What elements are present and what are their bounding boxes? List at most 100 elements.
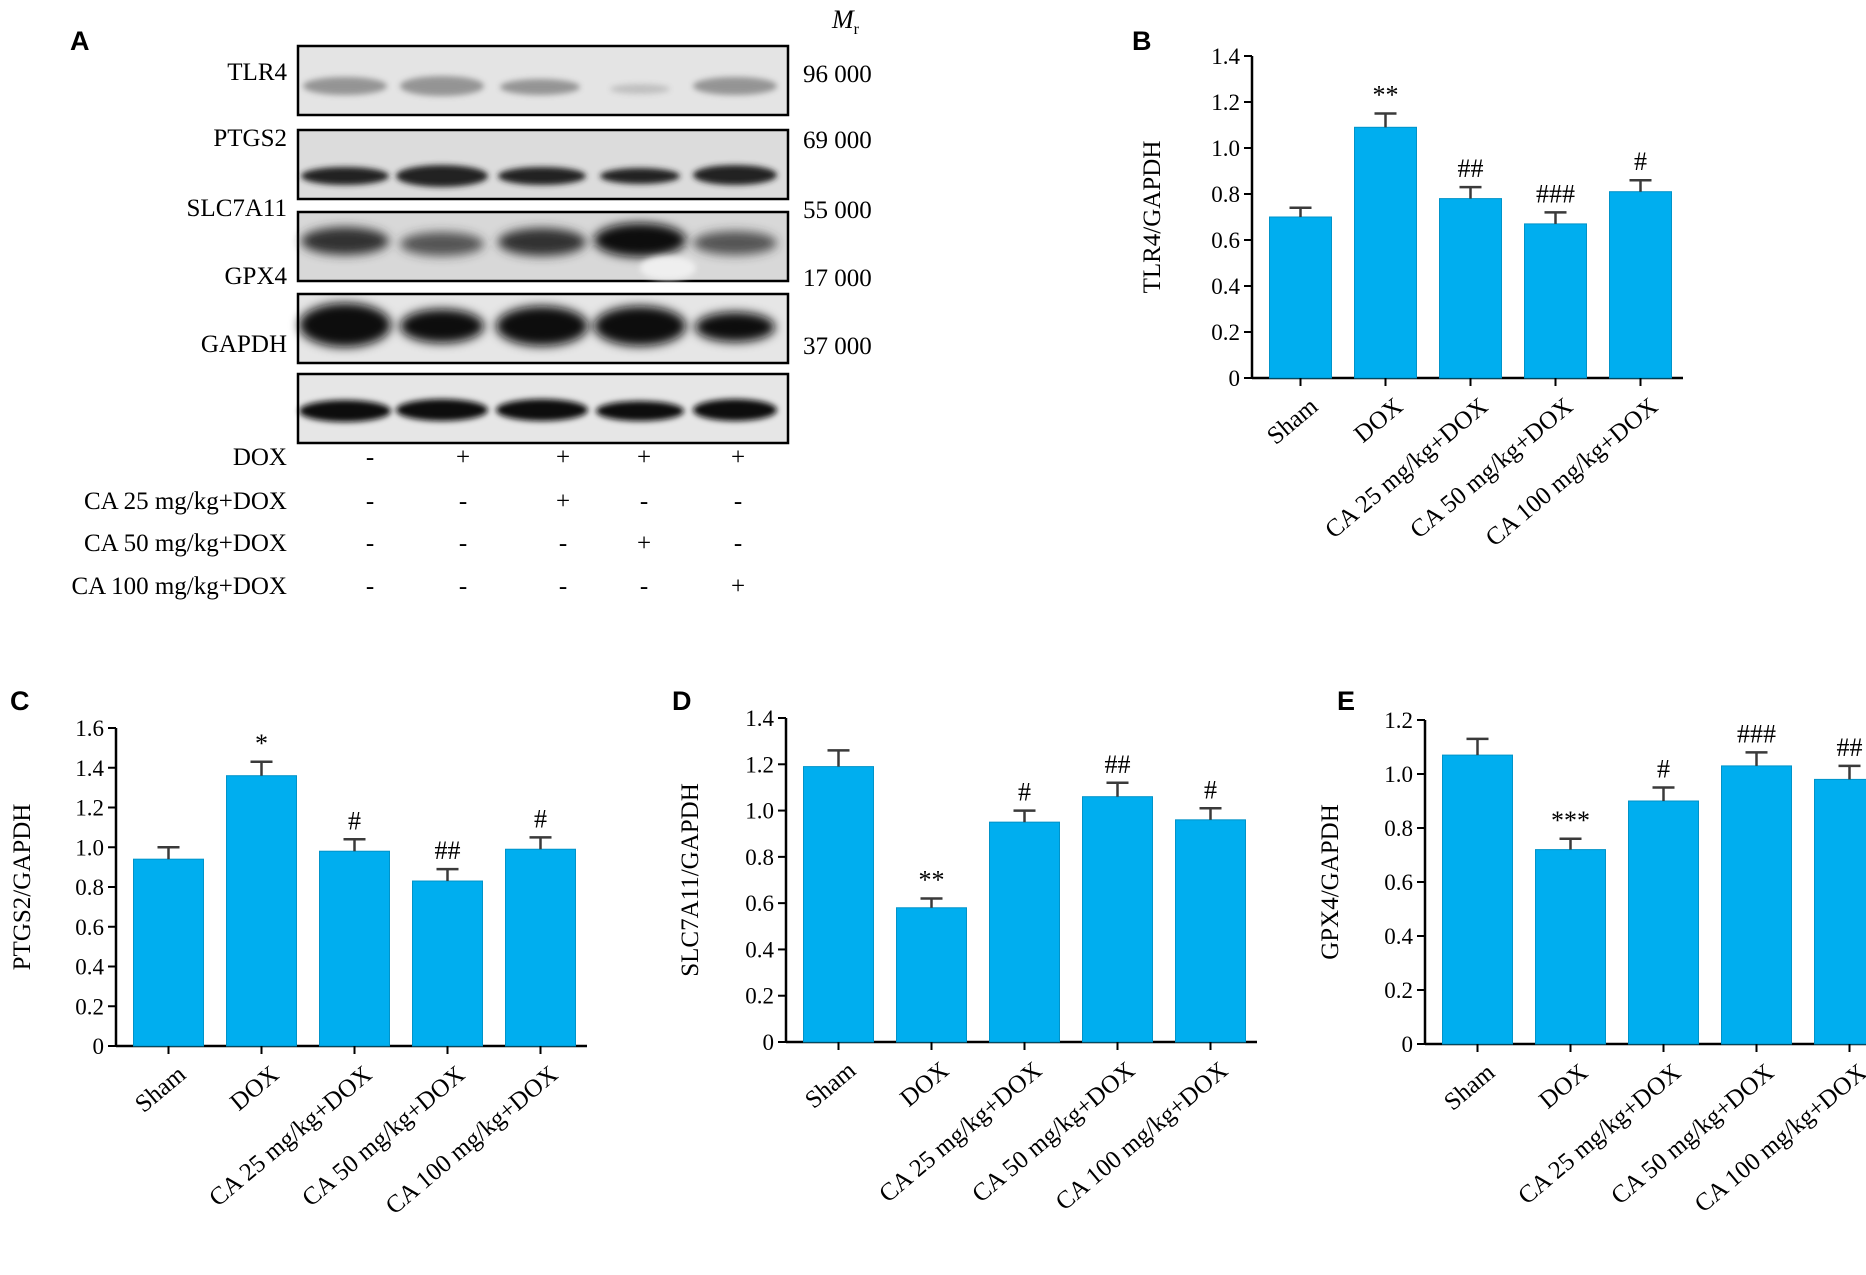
blot-strip-gpx4 [296,292,790,365]
y-tick-label: 0 [93,1034,105,1059]
category-label-sham: Sham [800,1056,861,1114]
significance-mark-ca-25-mg-kg-dox: # [348,806,361,835]
y-tick-label: 0.8 [1384,816,1413,841]
treatment-mark: - [734,488,742,515]
category-label-sham: Sham [1439,1058,1500,1116]
significance-mark-dox: ** [1373,81,1399,110]
y-tick-label: 0.2 [1211,320,1240,345]
panel-letter-c: C [10,686,30,716]
mr-value-gpx4: 17 000 [803,265,872,292]
category-label-ca-25-mg-kg-dox: CA 25 mg/kg+DOX [874,1057,1047,1208]
significance-mark-dox: ** [919,866,945,895]
y-tick-label: 0.4 [75,955,104,980]
treatment-label-ca-100-mg-kg-dox: CA 100 mg/kg+DOX [71,573,287,600]
treatment-mark: + [637,444,651,471]
panel-a-letter: A [70,26,90,56]
blot-label-gapdh: GAPDH [201,331,287,358]
significance-mark-ca-50-mg-kg-dox: ### [1536,179,1575,208]
treatment-mark: + [637,530,651,557]
treatment-mark: + [556,444,570,471]
y-tick-label: 1.4 [75,756,104,781]
bar-ca-25-mg-kg-dox [989,821,1060,1043]
y-tick-label: 1.0 [1384,762,1413,787]
mr-value-slc7a11: 55 000 [803,197,872,224]
mr-value-gapdh: 37 000 [803,333,872,360]
significance-mark-ca-100-mg-kg-dox: ## [1837,733,1863,762]
treatment-mark: + [731,573,745,600]
category-label-ca-25-mg-kg-dox: CA 25 mg/kg+DOX [204,1061,377,1212]
treatment-label-dox: DOX [233,444,287,471]
treatment-mark: - [459,573,467,600]
significance-mark-ca-100-mg-kg-dox: # [534,804,547,833]
panel-a-western-blot: A Mr [70,5,872,600]
treatment-label-ca-25-mg-kg-dox: CA 25 mg/kg+DOX [84,488,287,515]
panel-letter-e: E [1337,686,1355,716]
bar-ca-100-mg-kg-dox [1175,819,1246,1043]
bar-sham [803,766,874,1043]
treatment-mark: - [366,530,374,557]
treatment-mark: - [366,444,374,471]
blot-label-gpx4: GPX4 [224,263,287,290]
significance-mark-dox: * [255,729,268,758]
y-tick-label: 0.2 [75,994,104,1019]
y-tick-label: 1.2 [1384,708,1413,733]
category-label-dox: DOX [1534,1059,1593,1115]
treatment-label-ca-50-mg-kg-dox: CA 50 mg/kg+DOX [84,530,287,557]
y-tick-label: 0.2 [745,984,774,1009]
significance-mark-ca-50-mg-kg-dox: ### [1737,719,1776,748]
bar-dox [226,775,297,1047]
y-tick-label: 0.6 [1384,870,1413,895]
category-label-sham: Sham [130,1060,191,1118]
y-tick-label: 1.2 [1211,90,1240,115]
category-label-ca-50-mg-kg-dox: CA 50 mg/kg+DOX [967,1057,1140,1208]
blot-strip-slc7a11 [296,210,790,283]
significance-mark-ca-25-mg-kg-dox: ## [1458,154,1484,183]
significance-mark-ca-100-mg-kg-dox: # [1634,147,1647,176]
y-tick-label: 0.8 [1211,182,1240,207]
treatment-table: DOX - + + + + CA 25 mg/kg+DOX - - + - - CA 50 mg/kg+… [71,444,745,600]
treatment-mark: - [640,488,648,515]
treatment-mark: + [731,444,745,471]
y-tick-label: 0.8 [75,875,104,900]
y-tick-label: 0 [1229,366,1241,391]
panel-c-ptgs2-chart: C 0 0.2 0.4 0.6 0.8 1.0 1.2 1.4 1.6 PTGS2/GAPDH Sha… [9,686,587,1220]
y-tick-label: 0.6 [75,915,104,940]
y-tick-label: 1.4 [745,706,774,731]
y-tick-label: 0.4 [1211,274,1240,299]
blot-strip-ptgs2 [296,128,790,201]
bar-sham [1442,754,1513,1045]
bar-ca-50-mg-kg-dox [1524,223,1587,379]
category-label-ca-100-mg-kg-dox: CA 100 mg/kg+DOX [1690,1059,1866,1218]
category-label-ca-25-mg-kg-dox: CA 25 mg/kg+DOX [1513,1059,1686,1210]
bar-dox [896,907,967,1043]
bar-ca-25-mg-kg-dox [1628,800,1699,1045]
treatment-mark: - [559,530,567,557]
mr-value-tlr4: 96 000 [803,61,872,88]
treatment-mark: - [366,488,374,515]
y-tick-label: 1.0 [75,835,104,860]
y-tick-label: 1.2 [75,796,104,821]
y-axis-label: PTGS2/GAPDH [9,804,36,971]
panel-letter-b: B [1132,26,1152,56]
y-tick-label: 1.6 [75,716,104,741]
treatment-mark: + [456,444,470,471]
y-tick-label: 1.0 [745,799,774,824]
bar-ca-25-mg-kg-dox [1439,198,1502,379]
bar-ca-100-mg-kg-dox [1814,778,1866,1045]
category-label-ca-50-mg-kg-dox: CA 50 mg/kg+DOX [297,1061,470,1212]
bar-ca-50-mg-kg-dox [412,880,483,1047]
blot-protein-labels: TLR4 96 000 PTGS2 69 000 SLC7A11 55 000 GPX4 17… [187,59,872,360]
treatment-mark: + [556,488,570,515]
blot-strip-gapdh [296,372,790,445]
blot-label-ptgs2: PTGS2 [213,125,287,152]
blot-label-tlr4: TLR4 [227,59,287,86]
category-label-ca-100-mg-kg-dox: CA 100 mg/kg+DOX [1051,1057,1233,1216]
bar-sham [1269,216,1332,379]
bar-dox [1354,126,1417,379]
category-label-dox: DOX [895,1057,954,1113]
treatment-mark: - [559,573,567,600]
significance-mark-ca-25-mg-kg-dox: # [1657,755,1670,784]
bar-ca-50-mg-kg-dox [1082,796,1153,1043]
y-tick-label: 0.6 [1211,228,1240,253]
